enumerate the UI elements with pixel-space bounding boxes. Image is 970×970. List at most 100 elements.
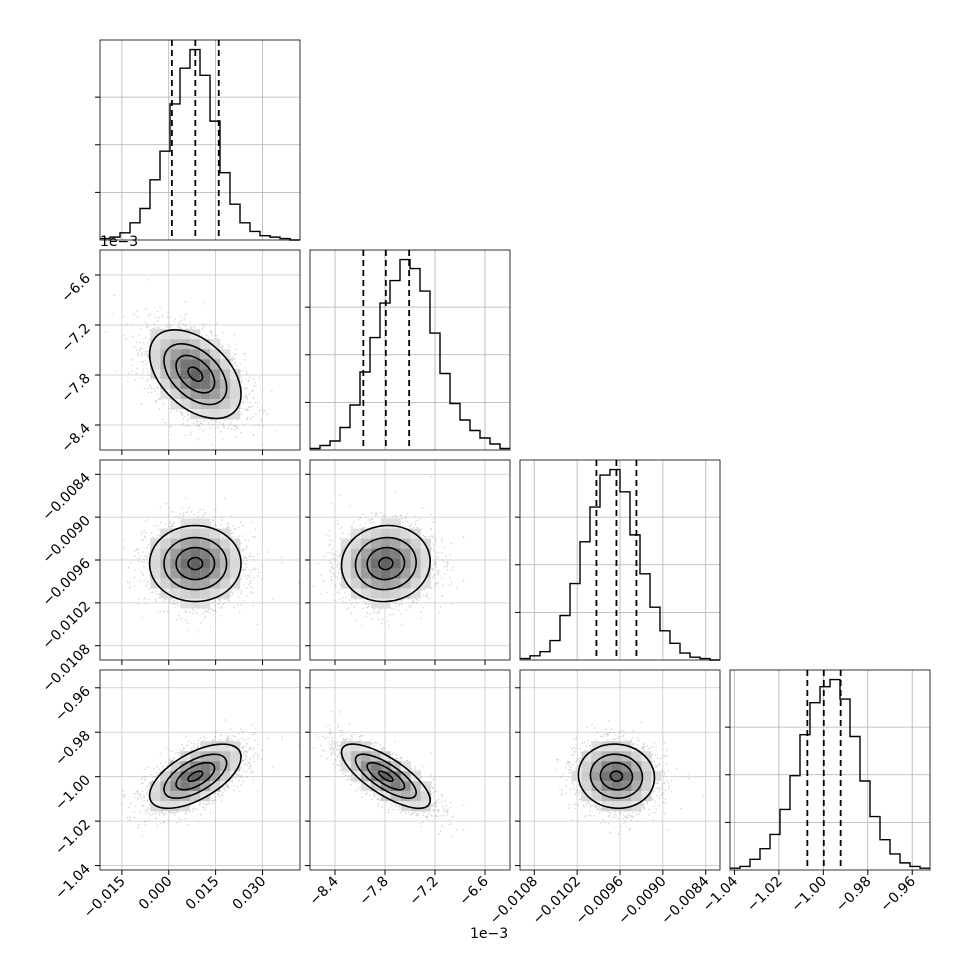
x-tick-label: 0.000 xyxy=(136,874,176,914)
density-cell xyxy=(410,781,421,792)
density-cell xyxy=(150,538,161,549)
density-cell xyxy=(340,558,351,569)
density-cell xyxy=(400,568,411,579)
density-cell xyxy=(170,389,181,400)
density-cell xyxy=(370,548,381,559)
density-cell xyxy=(220,578,231,589)
density-cell xyxy=(160,578,171,589)
density-cell xyxy=(420,791,431,802)
density-cell xyxy=(230,389,241,400)
y-tick-label: −7.2 xyxy=(58,321,93,356)
density-cell xyxy=(220,349,231,360)
density-cell xyxy=(581,761,592,772)
density-cell xyxy=(390,528,401,539)
density-cell xyxy=(170,369,181,380)
density-cell xyxy=(380,568,391,579)
density-cell xyxy=(360,558,371,569)
density-cell xyxy=(380,771,391,782)
density-cell xyxy=(200,339,211,350)
density-cell xyxy=(591,771,602,782)
density-cell xyxy=(360,781,371,792)
density-cell xyxy=(340,538,351,549)
scatter-panel-1-0 xyxy=(99,249,301,451)
y-tick-label: −0.96 xyxy=(52,683,94,725)
density-cell xyxy=(230,558,241,569)
hist-panel-2 xyxy=(515,459,721,661)
density-cell xyxy=(641,781,652,792)
density-cell xyxy=(641,771,652,782)
density-cell xyxy=(170,548,181,559)
hist-panel-1 xyxy=(305,249,511,451)
density-cell xyxy=(170,379,181,390)
density-cell xyxy=(210,751,221,762)
density-cell xyxy=(360,761,371,772)
density-cell xyxy=(340,761,351,772)
density-cell xyxy=(350,568,361,579)
contour-line xyxy=(148,743,242,810)
scatter-panel-3-0 xyxy=(99,669,301,871)
density-cell xyxy=(170,761,181,772)
density-cell xyxy=(160,568,171,579)
density-cell xyxy=(230,751,241,762)
density-cell xyxy=(400,761,411,772)
density-cell xyxy=(621,771,632,782)
density-cell xyxy=(380,781,391,792)
y-tick-label: −1.04 xyxy=(52,861,94,903)
contour-line xyxy=(378,770,394,783)
density-cell xyxy=(380,518,391,529)
offset-text: 1e−3 xyxy=(470,926,508,942)
density-cell xyxy=(390,588,401,599)
x-tick-label: −1.00 xyxy=(789,874,831,916)
density-cell xyxy=(190,518,201,529)
contour-line xyxy=(187,556,204,571)
density-cell xyxy=(190,548,201,559)
density-cell xyxy=(190,379,201,390)
density-cell xyxy=(160,538,171,549)
contour-line xyxy=(175,546,216,581)
density-cell xyxy=(350,528,361,539)
density-cell xyxy=(150,568,161,579)
density-cell xyxy=(220,409,231,420)
contour-line xyxy=(599,761,634,791)
density-cell xyxy=(631,781,642,792)
density-cell xyxy=(200,761,211,772)
panel-frame xyxy=(309,249,511,451)
density-cell xyxy=(581,791,592,802)
density-cell xyxy=(390,781,401,792)
density-cell xyxy=(380,548,391,559)
density-cell xyxy=(370,528,381,539)
offset-text: 1e−3 xyxy=(100,234,138,250)
density-cell xyxy=(220,558,231,569)
density-cell xyxy=(160,369,171,380)
density-cell xyxy=(210,781,221,792)
density-cell xyxy=(210,369,221,380)
panel-frame xyxy=(99,39,301,241)
density-cell xyxy=(350,741,361,752)
hist-step-3 xyxy=(730,678,930,869)
density-cell xyxy=(631,801,642,812)
density-cell xyxy=(180,578,191,589)
density-cell xyxy=(210,568,221,579)
density-cell xyxy=(210,339,221,350)
x-tick-label: −0.98 xyxy=(833,874,875,916)
density-cell xyxy=(400,528,411,539)
contour-line xyxy=(366,546,406,581)
x-tick-label: −1.02 xyxy=(744,874,786,916)
scatter-panel-3-1 xyxy=(309,669,511,871)
density-cell xyxy=(571,771,582,782)
density-cell xyxy=(220,588,231,599)
density-cell xyxy=(641,761,652,772)
density-cell xyxy=(180,568,191,579)
density-cell xyxy=(160,548,171,559)
density-cell xyxy=(190,389,201,400)
density-cell xyxy=(190,558,201,569)
density-cell xyxy=(400,791,411,802)
contour-line xyxy=(148,329,242,420)
density-cell xyxy=(200,781,211,792)
density-cell xyxy=(220,771,231,782)
density-cell xyxy=(210,409,221,420)
density-cell xyxy=(160,359,171,370)
panel-frame xyxy=(729,669,931,871)
density-cell xyxy=(180,548,191,559)
y-tick-label: −1.02 xyxy=(52,817,94,859)
